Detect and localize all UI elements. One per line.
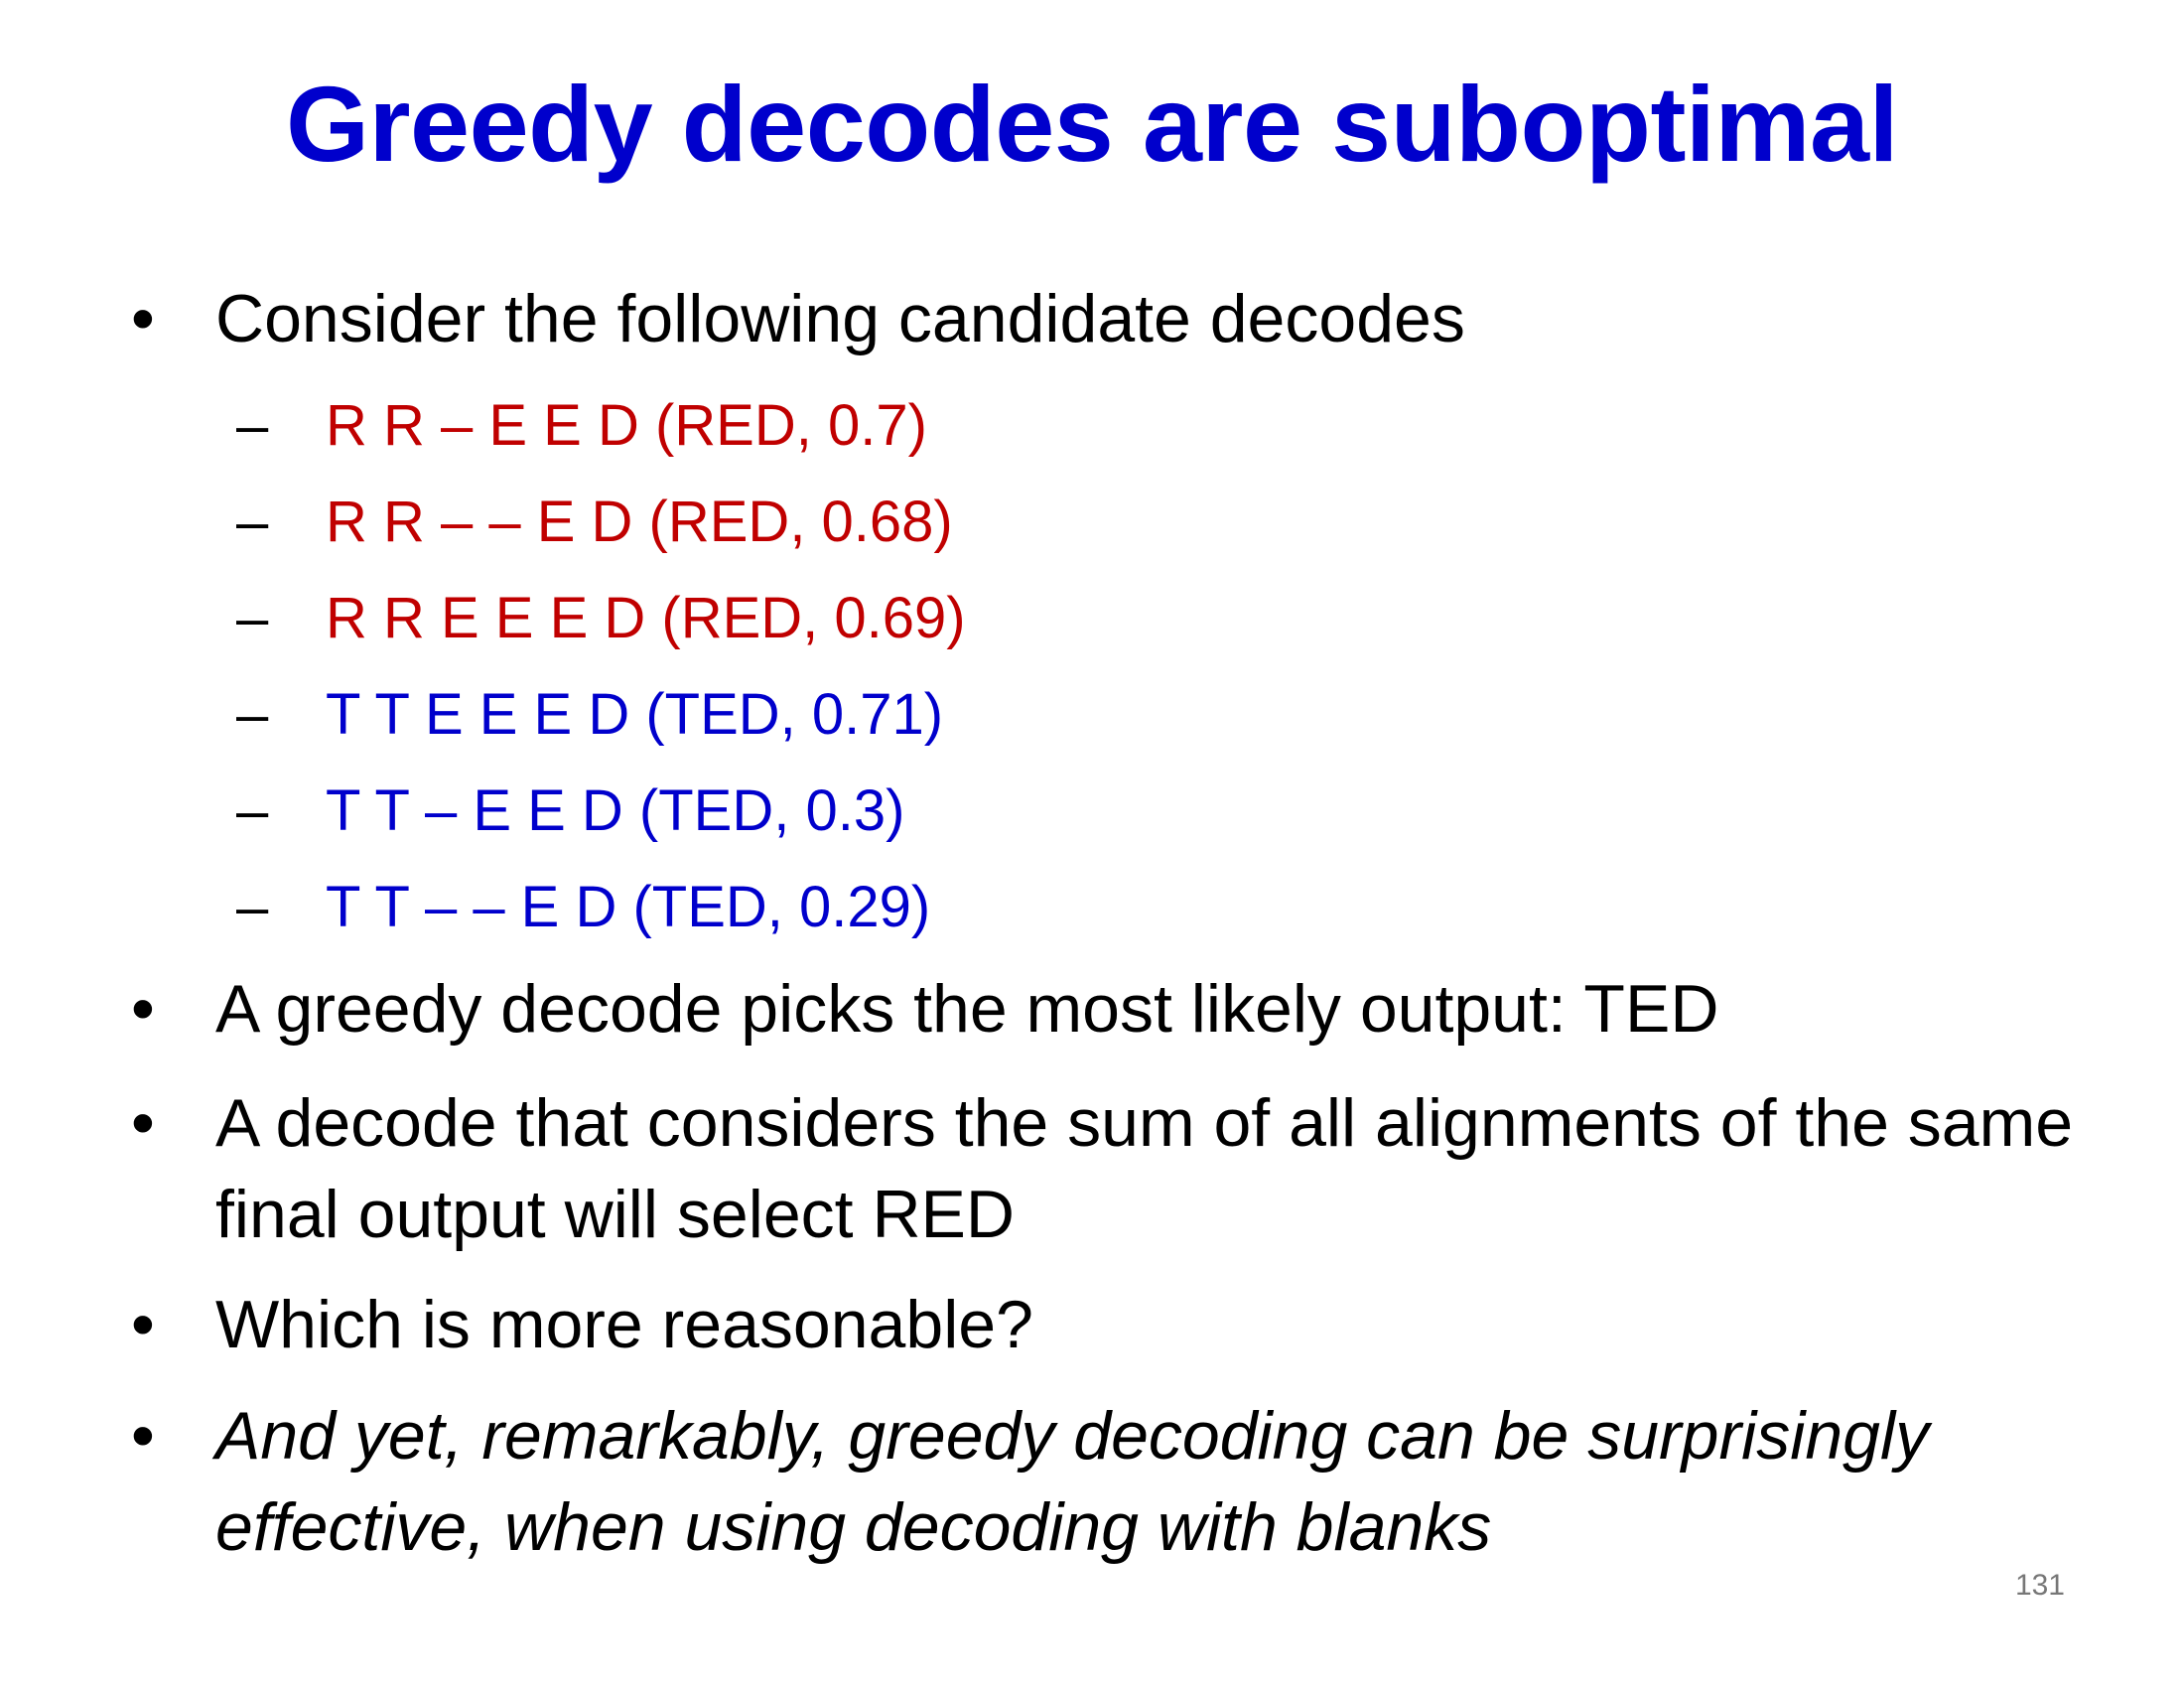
candidate-text: R R – – E D (RED, 0.68) (326, 490, 953, 554)
candidate-text: T T – E E D (TED, 0.3) (326, 778, 905, 843)
bullet-icon: • (131, 971, 155, 1047)
bullet-icon: • (131, 1085, 155, 1161)
dash-icon: – (236, 875, 269, 939)
candidate-text: T T – – E D (TED, 0.29) (326, 875, 931, 939)
bullet-text: A greedy decode picks the most likely ou… (215, 971, 1719, 1047)
candidate-text: R R E E E D (RED, 0.69) (326, 586, 966, 650)
bullet-text: Which is more reasonable? (215, 1287, 1033, 1362)
dash-icon: – (236, 586, 269, 650)
bullet-text: And yet, remarkably, greedy decoding can… (215, 1398, 1930, 1565)
slide-title: Greedy decodes are suboptimal (285, 64, 1899, 184)
bullet-text: Consider the following candidate decodes (215, 281, 1465, 356)
bullet-icon: • (131, 1398, 155, 1474)
page-number: 131 (2014, 1569, 2065, 1602)
dash-icon: – (236, 682, 269, 747)
candidate-text: T T E E E D (TED, 0.71) (326, 682, 944, 747)
bullet-icon: • (131, 281, 155, 356)
dash-icon: – (236, 393, 269, 458)
dash-icon: – (236, 490, 269, 554)
bullet-text: A decode that considers the sum of all a… (215, 1085, 2074, 1252)
candidate-text: R R – E E D (RED, 0.7) (326, 393, 927, 458)
bullet-icon: • (131, 1287, 155, 1362)
dash-icon: – (236, 778, 269, 843)
